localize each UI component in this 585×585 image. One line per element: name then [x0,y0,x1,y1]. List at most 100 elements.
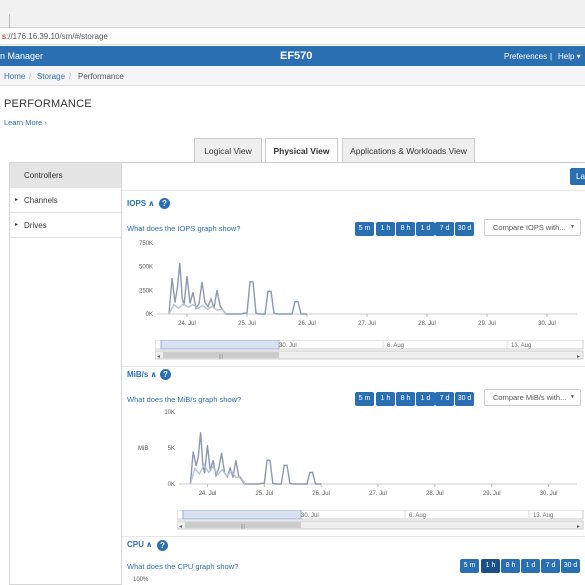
range-30d-button[interactable]: 30 d [561,559,580,573]
page-title: PERFORMANCE [4,98,92,110]
nav-item-drives[interactable]: ▸ Drives [10,213,121,238]
nav-item-channels[interactable]: ▸ Channels [10,188,121,213]
iops-section-toggle[interactable]: IOPS ∧ [127,199,155,208]
array-name: EF570 [280,50,313,62]
nav-item-controllers[interactable]: Controllers [10,163,121,188]
y-tick-label: 5K [168,446,175,452]
preferences-link[interactable]: Preferences [504,52,548,61]
breadcrumb-storage[interactable]: Storage [37,72,66,81]
section-divider [122,536,585,537]
launch-button[interactable]: La [570,168,585,185]
scroll-left-icon[interactable]: ◂ [179,524,182,530]
scrollbar-track[interactable] [155,350,584,360]
x-tick-label: 25. Jul [238,321,256,327]
app-header: n Manager EF570 Preferences | Help ▾ [0,46,585,66]
caret-right-icon: ▸ [15,197,19,203]
range-7d-button[interactable]: 7 d [541,559,560,573]
range-1h-button[interactable]: 1 h [376,392,395,406]
range-1h-button[interactable]: 1 h [481,559,500,573]
breadcrumb: Home / Storage / Performance [0,66,585,86]
scroll-right-icon[interactable]: ▸ [577,354,580,360]
browser-tab-strip [0,0,585,28]
range-7d-button[interactable]: 7 d [435,222,454,236]
range-30d-button[interactable]: 30 d [455,222,474,236]
address-bar[interactable]: s://176.16.39.10/sm/#/storage [0,29,585,45]
help-icon[interactable]: ? [159,198,170,209]
chevron-up-icon: ∧ [150,370,157,379]
range-5m-button[interactable]: 5 m [460,559,479,573]
breadcrumb-separator: / [69,72,72,81]
mibs-section-toggle[interactable]: MiB/s ∧ [127,370,157,379]
x-tick-label: 30. Jul [540,491,558,497]
x-tick-label: 29. Jul [483,491,501,497]
y-axis-label: MiB [138,446,148,452]
chevron-up-icon: ∧ [148,199,155,208]
scrollbar-thumb[interactable] [163,352,279,358]
compare-mibs-select[interactable]: Compare MiB/s with... ▼ [484,389,581,406]
tab-logical-view[interactable]: Logical View [194,138,262,162]
app-name: n Manager [0,51,44,61]
series-line-1 [168,262,307,315]
cpu-y-max-label: 100% [133,577,149,583]
navigator-tick-label: 6. Aug [409,513,426,519]
x-tick-label: 27. Jul [369,491,387,497]
x-tick-label: 28. Jul [418,321,436,327]
x-tick-label: 29. Jul [478,321,496,327]
tab-physical-view[interactable]: Physical View [265,138,338,163]
url-text[interactable]: s://176.16.39.10/sm/#/storage [2,32,108,41]
breadcrumb-home[interactable]: Home [4,72,26,81]
range-1d-button[interactable]: 1 d [521,559,540,573]
scroll-left-icon[interactable]: ◂ [157,354,160,360]
help-menu[interactable]: Help ▾ [558,52,581,61]
navigator-tick-label: 30. Jul [301,513,319,519]
navigator-window[interactable] [182,510,302,520]
navigator-window[interactable] [160,340,280,350]
browser-tab[interactable] [0,14,10,28]
chevron-up-icon: ∧ [145,540,153,549]
learn-more-link[interactable]: Learn More › [4,118,47,127]
x-tick-label: 24. Jul [199,491,217,497]
breadcrumb-current: Performance [78,72,124,81]
y-tick-label: 500K [139,265,153,271]
scroll-right-icon[interactable]: ▸ [577,524,580,530]
range-1h-button[interactable]: 1 h [376,222,395,236]
scrollbar-track[interactable] [177,520,584,530]
help-icon[interactable]: ? [160,369,171,380]
mibs-graph-help-link[interactable]: What does the MiB/s graph show? [127,395,242,404]
dropdown-arrow-icon: ▼ [570,224,575,230]
series-line-2 [168,302,228,315]
caret-right-icon: ▸ [15,222,19,228]
range-8h-button[interactable]: 8 h [396,222,415,236]
y-tick-label: 10K [164,410,175,416]
scrollbar-thumb[interactable] [185,522,301,528]
component-nav: Controllers ▸ Channels ▸ Drives [9,162,122,585]
range-1d-button[interactable]: 1 d [416,222,435,236]
range-5m-button[interactable]: 5 m [355,222,374,236]
navigator-tick-label: 13. Aug [511,343,531,349]
navigator-tick-label: 30. Jul [279,343,297,349]
range-5m-button[interactable]: 5 m [355,392,374,406]
range-8h-button[interactable]: 8 h [396,392,415,406]
iops-range-navigator[interactable]: 30. Jul 6. Aug 13. Aug ◂ ▸ ||| [155,340,585,362]
iops-chart: 750K 500K 250K 0K 24. Jul 25. Jul 26. Jul 27. J… [139,241,577,327]
iops-graph-help-link[interactable]: What does the IOPS graph show? [127,224,241,233]
compare-iops-select[interactable]: Compare IOPS with... ▼ [484,219,581,236]
cpu-section-toggle[interactable]: CPU ∧ [127,540,153,549]
range-8h-button[interactable]: 8 h [501,559,520,573]
x-tick-label: 27. Jul [358,321,376,327]
tab-applications-workloads-view[interactable]: Applications & Workloads View [342,138,475,162]
x-tick-label: 25. Jul [255,491,273,497]
help-icon[interactable]: ? [157,540,168,551]
x-tick-label: 26. Jul [312,491,330,497]
range-30d-button[interactable]: 30 d [455,392,474,406]
y-tick-label: 0K [168,482,175,488]
grip-icon: ||| [241,524,245,530]
range-1d-button[interactable]: 1 d [416,392,435,406]
range-7d-button[interactable]: 7 d [435,392,454,406]
x-tick-label: 24. Jul [178,321,196,327]
header-separator: | [550,52,553,61]
series-line-1 [189,432,322,485]
mibs-range-navigator[interactable]: 30. Jul 6. Aug 13. Aug ◂ ▸ ||| [177,510,585,532]
x-tick-label: 30. Jul [538,321,556,327]
cpu-graph-help-link[interactable]: What does the CPU graph show? [127,562,239,571]
